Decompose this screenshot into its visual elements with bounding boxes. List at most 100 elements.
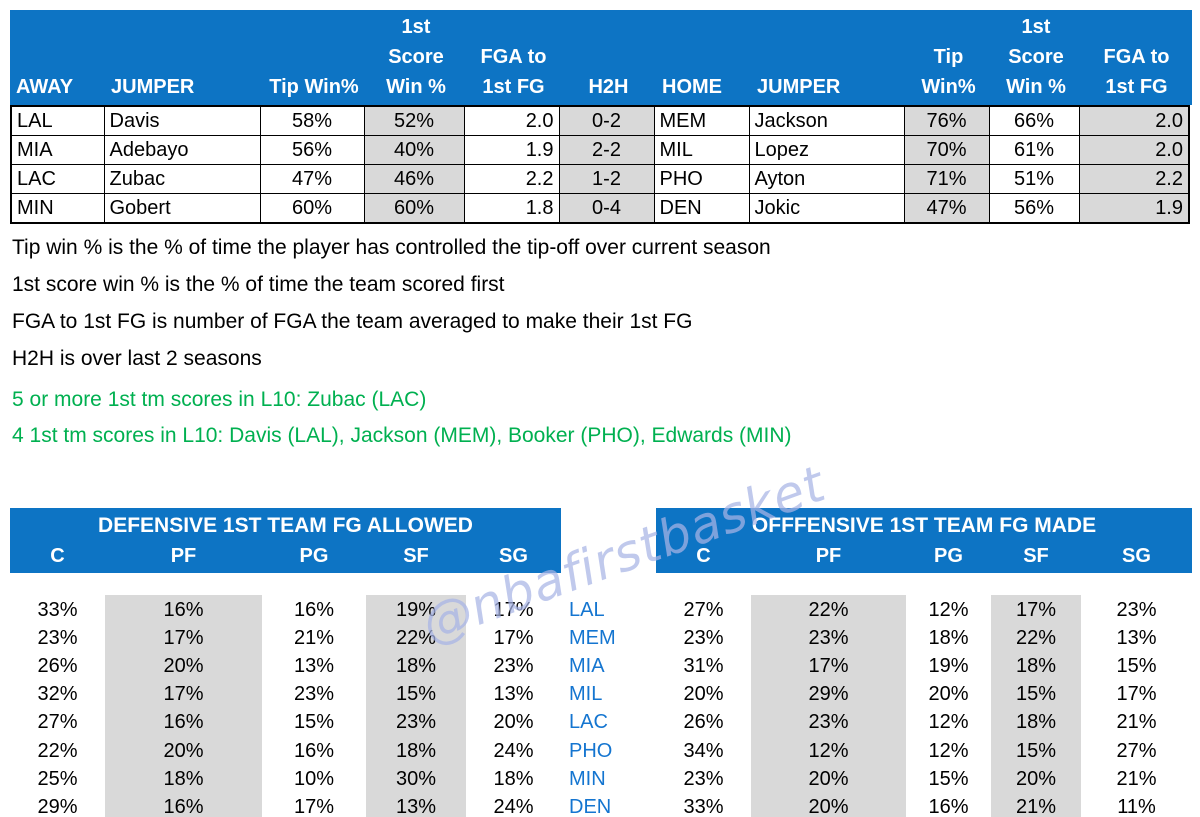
def-value: 13%: [493, 683, 534, 706]
away-team-cell: LAL: [10, 105, 105, 136]
pos-header-sg: SG: [1122, 545, 1151, 567]
def-value: 22%: [37, 739, 78, 762]
def-value: 23%: [37, 626, 78, 649]
home-score-cell: 56%: [988, 193, 1080, 224]
def-value: 18%: [395, 739, 437, 762]
col-header-away-fga: FGA to 1st FG: [480, 46, 547, 98]
def-value: 16%: [293, 739, 335, 762]
pos-header-pg: PG: [934, 545, 963, 567]
def-value: 22%: [395, 626, 437, 649]
def-value: 20%: [493, 711, 534, 734]
home-tip-cell: 70%: [903, 135, 990, 165]
def-value: 27%: [37, 711, 78, 734]
team-label: DEN: [569, 795, 612, 817]
highlight-5-plus-scores: 5 or more 1st tm scores in L10: Zubac (L…: [12, 388, 427, 411]
off-value: 31%: [683, 654, 724, 677]
away-tip-cell: 60%: [259, 193, 365, 224]
away-score-cell: 52%: [363, 105, 465, 136]
off-value: 26%: [683, 711, 724, 734]
off-value: 20%: [808, 767, 849, 790]
col-header-home-tip: Tip Win%: [921, 46, 976, 98]
home-fga-cell: 2.0: [1078, 105, 1190, 136]
col-header-home-fga: FGA to 1st FG: [1103, 46, 1170, 98]
off-value: 17%: [1015, 598, 1057, 621]
team-label: PHO: [569, 739, 613, 762]
off-value: 18%: [1015, 654, 1057, 677]
off-value: 20%: [928, 683, 969, 706]
def-value: 33%: [37, 598, 78, 621]
away-jumper-cell: Adebayo: [103, 135, 261, 165]
off-value: 16%: [928, 795, 969, 817]
def-value: 16%: [163, 598, 204, 621]
home-score-cell: 51%: [988, 164, 1080, 194]
h2h-cell: 2-2: [558, 135, 655, 165]
def-value: 19%: [395, 598, 437, 621]
offensive-table-header: OFFFENSIVE 1ST TEAM FG MADE C PF PG SF S…: [656, 508, 1192, 573]
off-value: 15%: [928, 767, 969, 790]
def-value: 13%: [395, 795, 437, 817]
matchup-table: LAL Davis 58% 52% 2.0 0-2 MEM Jackson 76…: [10, 105, 1190, 224]
note-tip-win: Tip win % is the % of time the player ha…: [12, 236, 771, 259]
col-header-h2h: H2H: [588, 76, 629, 98]
def-value: 15%: [293, 711, 335, 734]
off-value: 22%: [808, 598, 849, 621]
home-score-cell: 66%: [988, 105, 1080, 136]
defensive-table-header: DEFENSIVE 1ST TEAM FG ALLOWED C PF PG SF…: [10, 508, 561, 573]
offensive-position-headers: C PF PG SF SG: [656, 545, 1192, 568]
off-value: 18%: [1015, 711, 1057, 734]
team-label: MIN: [569, 767, 606, 790]
legend-notes: Tip win % is the % of time the player ha…: [12, 229, 771, 377]
home-tip-cell: 47%: [903, 193, 990, 224]
table-row: LAC Zubac 47% 46% 2.2 1-2 PHO Ayton 71% …: [10, 164, 1190, 194]
defensive-sf-column-stripe: [366, 595, 466, 817]
home-tip-cell: 71%: [903, 164, 990, 194]
away-fga-cell: 2.2: [463, 164, 560, 194]
def-value: 17%: [493, 598, 534, 621]
def-value: 30%: [395, 767, 437, 790]
def-value: 16%: [163, 795, 204, 817]
off-value: 21%: [1116, 767, 1157, 790]
pos-header-sf: SF: [403, 545, 429, 567]
def-value: 20%: [163, 739, 204, 762]
off-value: 27%: [683, 598, 724, 621]
def-value: 10%: [293, 767, 335, 790]
off-value: 18%: [928, 626, 969, 649]
def-value: 29%: [37, 795, 78, 817]
away-team-cell: MIN: [10, 193, 105, 224]
away-jumper-cell: Zubac: [103, 164, 261, 194]
away-team-cell: MIA: [10, 135, 105, 165]
col-header-away-jumper: JUMPER: [111, 76, 195, 98]
off-value: 12%: [928, 739, 969, 762]
away-fga-cell: 1.8: [463, 193, 560, 224]
def-value: 18%: [163, 767, 204, 790]
home-team-cell: DEN: [653, 193, 750, 224]
off-value: 23%: [683, 767, 724, 790]
away-score-cell: 40%: [363, 135, 465, 165]
away-jumper-cell: Gobert: [103, 193, 261, 224]
off-value: 23%: [683, 626, 724, 649]
offensive-pf-column-stripe: [751, 595, 906, 817]
off-value: 17%: [808, 654, 849, 677]
col-header-home-score: 1st Score Win %: [1006, 16, 1066, 98]
team-label: LAL: [569, 598, 605, 621]
away-score-cell: 60%: [363, 193, 465, 224]
off-value: 21%: [1116, 711, 1157, 734]
off-value: 12%: [928, 598, 969, 621]
team-label: MIA: [569, 654, 605, 677]
defensive-position-headers: C PF PG SF SG: [10, 545, 561, 568]
home-fga-cell: 1.9: [1078, 193, 1190, 224]
home-fga-cell: 2.2: [1078, 164, 1190, 194]
pos-header-c: C: [696, 545, 711, 567]
pos-header-sg: SG: [499, 545, 528, 567]
def-value: 23%: [293, 683, 335, 706]
off-value: 17%: [1116, 683, 1157, 706]
def-value: 24%: [493, 739, 534, 762]
away-fga-cell: 1.9: [463, 135, 560, 165]
team-label: MIL: [569, 683, 603, 706]
col-header-away: AWAY: [16, 76, 74, 98]
away-jumper-cell: Davis: [103, 105, 261, 136]
col-header-home-jumper: JUMPER: [757, 76, 841, 98]
pos-header-c: C: [50, 545, 65, 567]
note-h2h: H2H is over last 2 seasons: [12, 347, 262, 370]
